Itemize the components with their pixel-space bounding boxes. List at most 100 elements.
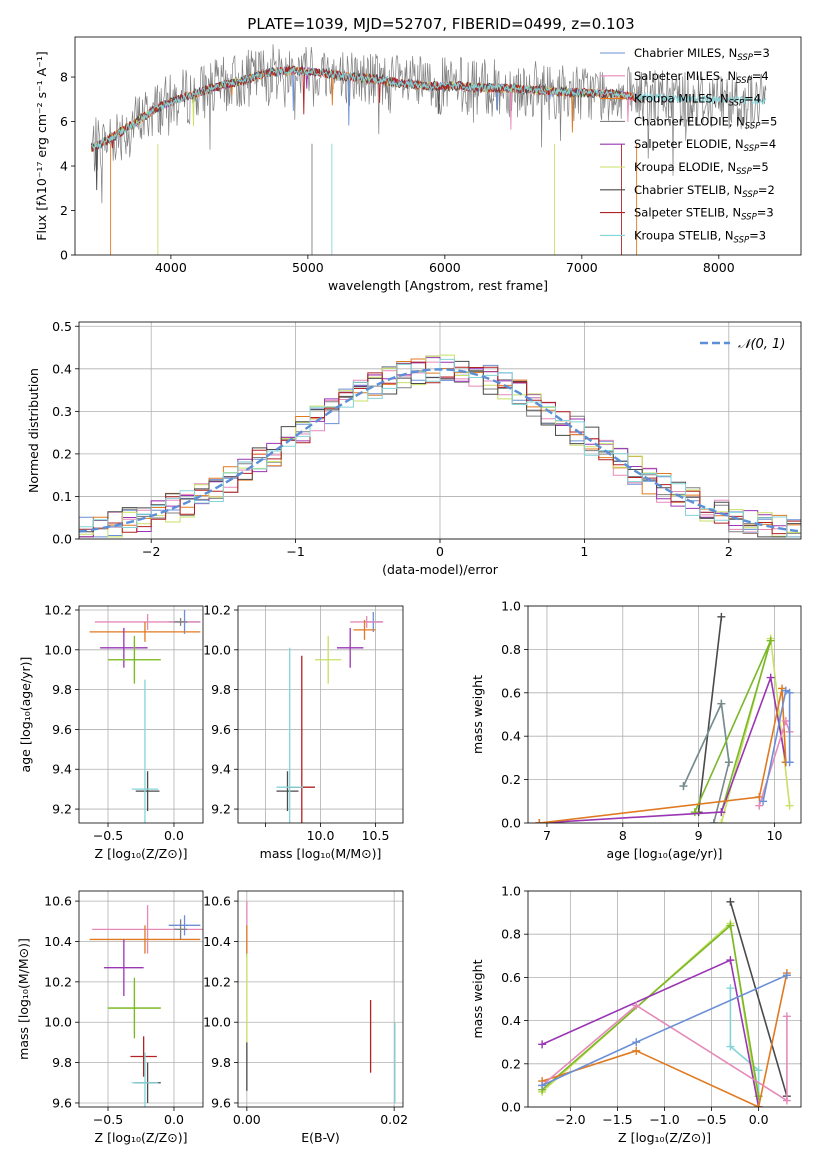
weight-marker <box>717 699 726 708</box>
legend-entry: Salpeter STELIB, NSSP=3 <box>634 206 774 223</box>
y-axis-label: mass [log₁₀(M/M⊙)] <box>16 938 31 1060</box>
plot-area-age_Z <box>89 609 201 823</box>
panel-mass_Z: −0.5 0.0 9.6 9.8 10.0 10.2 10.4 10.6 Z [log₁₀(Z/… <box>16 890 204 1145</box>
plot-area-weight_Z <box>538 897 791 1107</box>
weight-marker <box>717 808 726 817</box>
x-tick-label: −0.5 <box>93 828 123 843</box>
y-tick-label: 9.2 <box>52 802 72 817</box>
y-tick-label: 0.0 <box>52 532 72 547</box>
x-tick-label: −0.5 <box>696 1112 726 1127</box>
x-tick-label: −2 <box>142 544 160 559</box>
x-axis-label: mass [log₁₀(M/M⊙)] <box>260 846 382 861</box>
weight-marker <box>782 971 791 980</box>
x-tick-label: 0.0 <box>164 828 184 843</box>
y-tick-label: 4 <box>60 159 68 174</box>
y-tick-label: 10.0 <box>44 642 72 657</box>
weight-series <box>729 988 760 1107</box>
panel-weight_age: 7 8 9 10 0.0 0.2 0.4 0.6 0.8 1.0 age [log₁₀(age/yr… <box>470 599 802 861</box>
weight-marker <box>724 758 733 767</box>
y-axis-label: mass weight <box>470 959 485 1038</box>
y-tick-label: 9.6 <box>52 1095 72 1110</box>
y-tick-label: 9.8 <box>52 1055 72 1070</box>
y-tick-label: 0.0 <box>501 816 521 831</box>
weight-marker <box>538 1081 547 1090</box>
x-tick-label: 5000 <box>292 260 324 275</box>
panel-mass_ebv: 0.00 0.02 9.6 9.8 10.0 10.2 10.4 10.6 E(B-V) <box>203 890 408 1145</box>
figure-title: PLATE=1039, MJD=52707, FIBERID=0499, z=0… <box>247 15 634 33</box>
weight-marker <box>632 1046 641 1055</box>
spectrum-line <box>90 64 637 153</box>
error-bar-point <box>337 627 364 668</box>
legend-spectrum: Chabrier MILES, NSSP=3 Salpeter MILES, NS… <box>600 46 777 245</box>
y-axis-label: age [log₁₀(age/yr)] <box>18 657 33 773</box>
weight-marker <box>782 1012 791 1021</box>
axes-frame <box>78 605 204 824</box>
y-tick-label: 10.4 <box>44 934 72 949</box>
axes-frame <box>237 605 404 824</box>
legend-entry: Salpeter ELODIE, NSSP=4 <box>634 137 776 154</box>
y-tick-label: 8 <box>60 70 68 85</box>
axes-frame <box>527 890 802 1108</box>
y-tick-label: 9.6 <box>211 722 231 737</box>
y-tick-label: 0.3 <box>52 404 72 419</box>
panel-spectrum: 4000 5000 6000 7000 8000 0 2 4 6 8 wavelength [Ang… <box>34 36 802 293</box>
y-tick-label: 10.6 <box>203 894 231 909</box>
weight-marker <box>535 819 544 823</box>
plot-area-spectrum <box>90 44 767 255</box>
panel-weight_Z: −2.0 −1.5 −1.0 −0.5 0.0 0.0 0.2 0.4 0.6 0.8 1.0 Z [… <box>470 884 802 1145</box>
error-bar-point <box>104 939 144 996</box>
grid-residuals <box>79 322 801 540</box>
y-tick-label: 0.4 <box>52 361 72 376</box>
grid-age_mass <box>238 606 403 823</box>
weight-marker <box>755 801 764 810</box>
y-axis-label: mass weight <box>470 675 485 754</box>
axes-frame <box>74 36 802 256</box>
weight-marker <box>679 782 688 791</box>
y-tick-label: 10.6 <box>44 894 72 909</box>
weight-marker <box>690 808 699 817</box>
y-tick-label: 1.0 <box>501 884 521 899</box>
x-tick-label: 10 <box>767 828 783 843</box>
y-tick-label: 9.8 <box>211 682 231 697</box>
x-axis-label: E(B-V) <box>301 1130 340 1145</box>
axes-frame <box>527 605 802 824</box>
error-bar-point <box>315 635 342 684</box>
y-tick-label: 9.8 <box>52 682 72 697</box>
plot-area-mass_Z <box>89 905 203 1107</box>
x-tick-label: 2 <box>725 544 733 559</box>
axes-frame <box>237 890 404 1108</box>
y-tick-label: 0.6 <box>501 685 521 700</box>
y-tick-label: 0.4 <box>501 729 521 744</box>
y-tick-label: 0.4 <box>501 1013 521 1028</box>
y-tick-label: 10.2 <box>44 974 72 989</box>
weight-marker <box>785 758 794 767</box>
y-tick-label: 9.4 <box>211 762 231 777</box>
weight-marker <box>782 1096 791 1105</box>
x-tick-label: 0.0 <box>749 1112 769 1127</box>
grid-mass_Z <box>79 891 203 1107</box>
y-tick-label: 10.0 <box>203 1015 231 1030</box>
error-bar-point <box>108 977 161 1039</box>
y-tick-label: 10.0 <box>203 642 231 657</box>
weight-marker <box>759 797 768 806</box>
plot-area-age_mass <box>276 611 384 823</box>
y-tick-label: 0.2 <box>501 772 521 787</box>
y-axis-label: Normed distribution <box>26 368 41 493</box>
y-tick-label: 10.2 <box>44 602 72 617</box>
weight-series <box>539 688 787 823</box>
weight-marker <box>726 897 735 906</box>
weight-series <box>729 901 788 1097</box>
panel-residuals: −2 −1 0 1 2 0.0 0.1 0.2 0.3 0.4 0.5 (data-model)/er… <box>26 319 802 577</box>
spectrum-line <box>91 66 767 151</box>
x-tick-label: 8000 <box>703 260 735 275</box>
y-tick-label: 9.8 <box>211 1055 231 1070</box>
panel-age_Z: −0.5 0.0 9.2 9.4 9.6 9.8 10.0 10.2 Z [log₁₀(Z/Z⊙… <box>18 602 204 861</box>
weight-marker <box>726 984 735 993</box>
weight-marker <box>632 1001 641 1010</box>
grid-mass_ebv <box>238 891 403 1107</box>
figure-content: 4000 5000 6000 7000 8000 0 2 4 6 8 wavelength [Ang… <box>16 36 802 1145</box>
y-tick-label: 9.2 <box>211 802 231 817</box>
y-tick-label: 10.2 <box>203 974 231 989</box>
weight-marker <box>785 688 794 697</box>
